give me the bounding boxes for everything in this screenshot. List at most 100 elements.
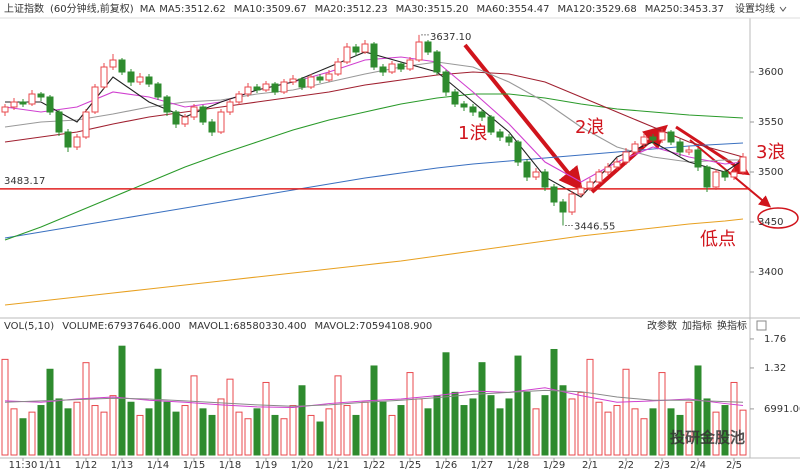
x-tick-label: 1/20 [291,460,313,471]
volume-bar [1,358,9,456]
volume-bar [568,398,576,456]
candle-body [370,43,378,68]
candle-body [586,181,594,189]
vol-y-tick-label: 1.76 [764,334,786,345]
volume-bar [37,405,45,456]
volume-bar [280,418,288,456]
candle-body [343,46,351,63]
volume-bar [415,398,423,456]
volume-bar [118,345,126,456]
volume-bar [469,398,477,456]
indicator-button[interactable]: 改参数 [647,319,677,332]
legend-entry: MAVOL2:70594108.900 [314,321,432,332]
volume-bar [604,411,612,456]
y-tick-label: 3550 [758,117,783,128]
candle-body [622,151,630,163]
candle-body [82,111,90,138]
candle-body [694,149,702,168]
candle-body [181,116,189,125]
candle-body [118,59,126,73]
candle-body [640,136,648,145]
legend-entry: (60分钟线,前复权) [50,2,134,15]
candle-body [739,156,747,173]
x-tick-label: 1/29 [543,460,565,471]
candle-body [442,71,450,93]
settings-button[interactable]: 设置均线 [735,2,775,15]
x-tick-label: 1/11 [39,460,61,471]
volume-bar [631,408,639,456]
candle-body [424,41,432,53]
x-tick-label: 1/21 [327,460,349,471]
candle-body [514,141,522,163]
candle-body [235,93,243,103]
candle-body [433,51,441,73]
volume-bar [550,348,558,456]
volume-bar [622,368,630,456]
volume-bar [145,408,153,456]
legend-entry: MA20:3512.23 [315,4,388,15]
candle-body [190,106,198,118]
volume-bar [217,398,225,456]
candle-body [478,111,486,118]
legend-entry: MAVOL1:68580330.400 [189,321,307,332]
x-tick-label: 2/2 [618,460,634,471]
candle-body [55,111,63,133]
volume-bar [334,375,342,456]
volume-bar [721,405,729,456]
candle-body [604,166,612,173]
volume-bar [91,405,99,456]
candle-body [721,171,729,178]
candle-body [397,63,405,70]
volume-bar [370,365,378,456]
candle-body [37,93,45,98]
volume-bar [199,408,207,456]
volume-bar [523,391,531,456]
candle-body [46,96,54,113]
volume-bar [64,408,72,456]
y-tick-label: 3450 [758,217,783,228]
x-tick-label: 1/19 [255,460,277,471]
volume-bar [271,414,279,456]
close-icon[interactable] [756,320,767,331]
candle-body [253,86,261,91]
candle-body [541,171,549,188]
indicator-button[interactable]: 加指标 [682,319,712,332]
indicator-button[interactable]: 换指标 [717,319,747,332]
candle-body [496,131,504,138]
volume-bar [100,411,108,456]
volume-bar [649,408,657,456]
candle-body [595,171,603,183]
volume-bar [19,418,27,456]
vol-marker-label: 6991.00 [764,404,800,415]
volume-bar [73,401,81,456]
arrow [689,139,772,208]
x-tick-label: 1/22 [363,460,385,471]
candle-body [415,41,423,61]
vol-y-tick-label: 1.32 [764,363,786,374]
wave-label: 2浪 [575,117,604,138]
legend-entry: MA30:3515.20 [396,4,469,15]
candle-body [667,131,675,143]
candle-body [460,103,468,108]
legend-entry: MA [140,4,156,15]
volume-bar [586,358,594,456]
candle-body [361,43,369,53]
candle-body [73,136,81,148]
candle-body [451,91,459,105]
volume-bar [433,395,441,456]
candle-body [199,106,207,123]
candle-body [91,86,99,113]
volume-bar [244,418,252,456]
candle-body [154,83,162,98]
volume-bar [451,391,459,456]
candle-body [307,76,315,88]
legend-entry: MA120:3529.68 [557,4,636,15]
candle-body [505,136,513,143]
y-tick-label: 3500 [758,167,783,178]
candle-body [136,76,144,83]
candle-body [550,186,558,203]
candle-body [280,81,288,93]
candle-body [19,101,27,105]
candle-body [316,76,324,81]
